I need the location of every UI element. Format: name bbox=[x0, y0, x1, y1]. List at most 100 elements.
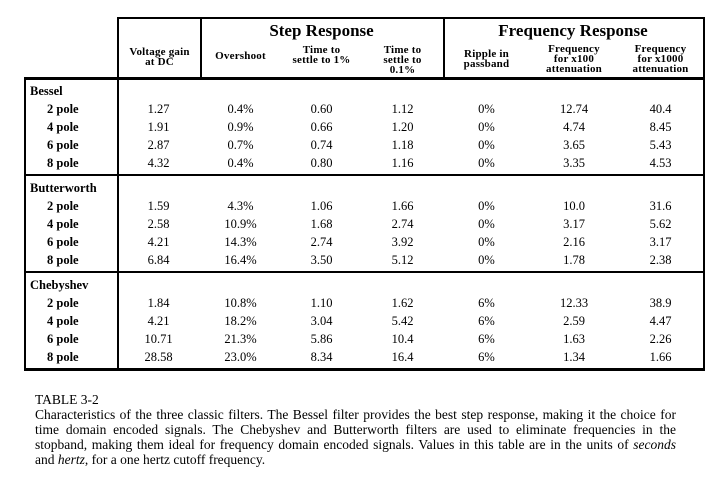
header-divider-voltage-step bbox=[200, 19, 202, 77]
row-label: 8 pole bbox=[47, 350, 79, 364]
cell-voltage-gain: 28.58 bbox=[144, 350, 173, 364]
row-label: 2 pole bbox=[47, 102, 79, 116]
cell-overshoot: 0.4% bbox=[227, 102, 254, 116]
column-header-ripple: Ripple in passband bbox=[443, 48, 530, 70]
header-line: Time to bbox=[383, 44, 422, 56]
table-body-frame bbox=[24, 77, 705, 371]
cell-ripple: 0% bbox=[478, 217, 495, 231]
cell-ripple: 0% bbox=[478, 235, 495, 249]
cell-freq-x1000: 2.38 bbox=[649, 253, 672, 267]
header-line: Ripple in bbox=[464, 48, 509, 60]
cell-settle-1pct: 1.68 bbox=[310, 217, 333, 231]
cell-settle-01pct: 1.20 bbox=[391, 120, 414, 134]
header-line: Voltage gain bbox=[129, 46, 190, 58]
cell-freq-x1000: 4.53 bbox=[649, 156, 672, 170]
cell-ripple: 6% bbox=[478, 350, 495, 364]
row-label: 2 pole bbox=[47, 296, 79, 310]
cell-settle-1pct: 3.50 bbox=[310, 253, 333, 267]
header-line: settle to bbox=[383, 53, 422, 66]
header-line: attenuation bbox=[632, 62, 689, 75]
cell-freq-x1000: 31.6 bbox=[649, 199, 672, 213]
cell-ripple: 6% bbox=[478, 296, 495, 310]
cell-freq-x1000: 8.45 bbox=[649, 120, 672, 134]
column-header-freq-x100: Frequency for x100 attenuation bbox=[530, 43, 618, 75]
cell-ripple: 0% bbox=[478, 199, 495, 213]
cell-overshoot: 23.0% bbox=[224, 350, 257, 364]
column-header-overshoot: Overshoot bbox=[200, 51, 281, 62]
table-row: 4 pole 2.58 10.9% 1.68 2.74 0% 3.17 5.62 bbox=[26, 215, 703, 233]
header-line: attenuation bbox=[546, 62, 602, 75]
table-caption: TABLE 3-2 Characteristics of the three c… bbox=[35, 392, 676, 467]
table-row: 2 pole 1.59 4.3% 1.06 1.66 0% 10.0 31.6 bbox=[26, 197, 703, 215]
section-name: Chebyshev bbox=[30, 278, 89, 292]
cell-freq-x1000: 40.4 bbox=[649, 102, 672, 116]
caption-text-part: and bbox=[35, 452, 58, 467]
row-label: 4 pole bbox=[47, 120, 79, 134]
cell-overshoot: 10.8% bbox=[224, 296, 257, 310]
table-header: Step Response Frequency Response Voltage… bbox=[117, 17, 705, 77]
cell-freq-x1000: 1.66 bbox=[649, 350, 672, 364]
header-line: passband bbox=[463, 57, 510, 70]
section-divider-bessel-butterworth bbox=[26, 174, 703, 176]
cell-overshoot: 18.2% bbox=[224, 314, 257, 328]
cell-freq-x100: 1.63 bbox=[563, 332, 585, 346]
header-line: Time to bbox=[302, 44, 341, 56]
cell-settle-1pct: 0.80 bbox=[310, 156, 333, 170]
cell-settle-01pct: 10.4 bbox=[391, 332, 414, 346]
cell-voltage-gain: 4.32 bbox=[147, 156, 170, 170]
cell-ripple: 6% bbox=[478, 332, 495, 346]
filter-section-chebyshev: Chebyshev 2 pole 1.84 10.8% 1.10 1.62 6%… bbox=[26, 276, 703, 366]
section-name-row: Butterworth bbox=[26, 179, 703, 197]
table-row: 2 pole 1.84 10.8% 1.10 1.62 6% 12.33 38.… bbox=[26, 294, 703, 312]
column-header-settle-1pct: Time to settle to 1% bbox=[281, 44, 362, 66]
cell-settle-01pct: 5.12 bbox=[391, 253, 414, 267]
cell-voltage-gain: 1.91 bbox=[147, 120, 170, 134]
cell-freq-x100: 10.0 bbox=[563, 199, 585, 213]
row-label: 6 pole bbox=[47, 332, 79, 346]
cell-voltage-gain: 1.59 bbox=[147, 199, 170, 213]
cell-freq-x100: 2.59 bbox=[563, 314, 585, 328]
row-label: 8 pole bbox=[47, 253, 79, 267]
cell-settle-1pct: 0.74 bbox=[310, 138, 333, 152]
header-divider-step-frequency bbox=[443, 19, 445, 77]
table-row: 8 pole 4.32 0.4% 0.80 1.16 0% 3.35 4.53 bbox=[26, 154, 703, 172]
cell-ripple: 0% bbox=[478, 138, 495, 152]
header-line: Frequency bbox=[634, 43, 687, 55]
caption-text: Characteristics of the three classic fil… bbox=[35, 407, 676, 467]
cell-settle-1pct: 1.10 bbox=[310, 296, 333, 310]
header-line: 0.1% bbox=[389, 63, 416, 76]
caption-italic-hertz: hertz bbox=[57, 452, 85, 467]
header-line: Frequency bbox=[548, 43, 600, 55]
table-row: 6 pole 10.71 21.3% 5.86 10.4 6% 1.63 2.2… bbox=[26, 330, 703, 348]
label-column-divider bbox=[117, 80, 119, 368]
cell-freq-x1000: 5.62 bbox=[649, 217, 672, 231]
cell-ripple: 0% bbox=[478, 102, 495, 116]
cell-voltage-gain: 6.84 bbox=[147, 253, 170, 267]
header-line: for x1000 bbox=[637, 52, 684, 65]
group-title-frequency-response: Frequency Response bbox=[498, 21, 648, 40]
cell-settle-1pct: 5.86 bbox=[310, 332, 333, 346]
header-line: for x100 bbox=[553, 52, 595, 65]
header-line: settle to 1% bbox=[292, 53, 351, 66]
cell-overshoot: 10.9% bbox=[224, 217, 257, 231]
cell-freq-x1000: 2.26 bbox=[649, 332, 672, 346]
section-name: Bessel bbox=[30, 84, 63, 98]
cell-overshoot: 0.4% bbox=[227, 156, 254, 170]
cell-freq-x100: 12.74 bbox=[559, 102, 589, 116]
cell-freq-x100: 1.34 bbox=[563, 350, 585, 364]
cell-freq-x1000: 3.17 bbox=[649, 235, 672, 249]
row-label: 8 pole bbox=[47, 156, 79, 170]
cell-settle-1pct: 0.60 bbox=[310, 102, 333, 116]
cell-voltage-gain: 1.84 bbox=[147, 296, 170, 310]
cell-voltage-gain: 4.21 bbox=[147, 235, 170, 249]
cell-voltage-gain: 2.58 bbox=[147, 217, 170, 231]
column-header-settle-01pct: Time to settle to 0.1% bbox=[362, 44, 443, 76]
cell-voltage-gain: 4.21 bbox=[147, 314, 170, 328]
cell-overshoot: 21.3% bbox=[224, 332, 257, 346]
caption-text-part: , for a one hertz cutoff frequency. bbox=[84, 452, 266, 467]
cell-settle-1pct: 1.06 bbox=[310, 199, 333, 213]
cell-freq-x100: 2.16 bbox=[563, 235, 585, 249]
section-name-row: Bessel bbox=[26, 82, 703, 100]
cell-settle-01pct: 1.18 bbox=[391, 138, 414, 152]
